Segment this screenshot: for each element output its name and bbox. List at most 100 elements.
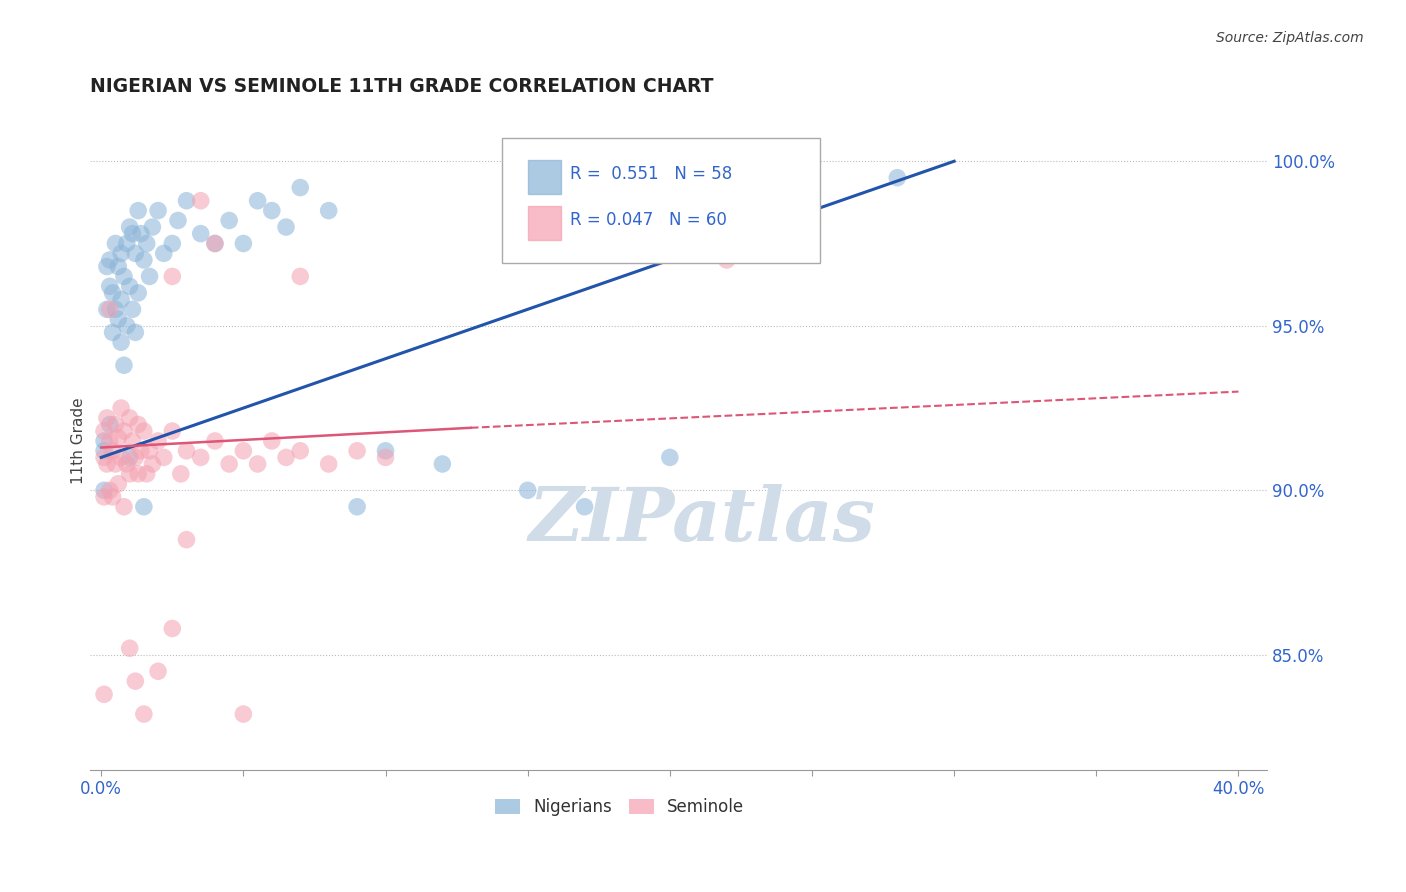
Point [115,457,138,471]
Point [124,674,146,689]
Point [801,170,824,185]
Point [246,457,269,471]
Point [96,260,118,274]
Point [260,203,283,218]
Point [132,252,155,267]
Point [138,443,160,458]
Point [101,285,124,300]
Point [110,450,132,465]
Point [204,236,226,251]
Point [96,302,118,317]
Point [274,450,297,465]
Point [115,318,138,333]
Point [98,434,121,448]
Point [318,203,340,218]
Point [290,269,312,284]
Point [98,279,121,293]
Point [346,443,368,458]
Point [110,335,132,350]
Point [127,285,149,300]
Point [190,450,212,465]
Point [112,424,135,438]
Point [127,467,149,481]
Y-axis label: 11th Grade: 11th Grade [72,398,86,484]
Bar [527,160,561,194]
Point [135,467,157,481]
Point [146,203,169,218]
Point [124,450,146,465]
Point [162,424,184,438]
FancyBboxPatch shape [502,138,820,263]
Point [290,443,312,458]
Point [141,457,163,471]
Point [112,269,135,284]
Point [118,411,141,425]
Point [107,476,129,491]
Text: R =  0.551   N = 58: R = 0.551 N = 58 [569,165,733,183]
Point [115,236,138,251]
Point [93,490,115,504]
Point [374,450,396,465]
Point [176,533,198,547]
Point [118,279,141,293]
Point [107,312,129,326]
Point [118,220,141,235]
Point [96,457,118,471]
Text: R = 0.047   N = 60: R = 0.047 N = 60 [569,211,727,229]
Point [162,622,184,636]
Point [190,194,212,208]
Point [104,417,127,432]
Point [93,450,115,465]
Point [110,246,132,260]
Text: Source: ZipAtlas.com: Source: ZipAtlas.com [1216,31,1364,45]
Point [260,434,283,448]
Point [246,194,269,208]
Point [118,467,141,481]
Point [93,483,115,498]
Point [716,252,738,267]
Point [132,424,155,438]
Point [98,417,121,432]
Point [232,707,254,722]
Point [146,665,169,679]
Text: ZIPatlas: ZIPatlas [529,483,876,557]
Point [129,227,152,241]
Point [121,302,143,317]
Point [204,236,226,251]
Point [98,483,121,498]
Point [93,443,115,458]
Point [190,227,212,241]
Point [176,443,198,458]
Point [167,213,190,227]
Point [101,443,124,458]
Point [110,401,132,415]
Point [118,450,141,465]
Point [274,220,297,235]
Point [110,293,132,307]
Point [112,500,135,514]
Point [104,302,127,317]
Point [121,227,143,241]
Point [124,326,146,340]
Point [127,417,149,432]
Point [129,443,152,458]
Point [127,203,149,218]
Point [162,269,184,284]
Point [432,457,454,471]
Point [93,424,115,438]
Point [152,450,174,465]
Point [98,252,121,267]
Point [121,434,143,448]
Point [104,236,127,251]
Point [101,490,124,504]
Point [290,180,312,194]
Point [124,246,146,260]
Point [93,687,115,701]
Point [96,411,118,425]
Point [232,443,254,458]
Text: NIGERIAN VS SEMINOLE 11TH GRADE CORRELATION CHART: NIGERIAN VS SEMINOLE 11TH GRADE CORRELAT… [90,78,713,96]
Point [170,467,193,481]
Legend: Nigerians, Seminole: Nigerians, Seminole [489,793,749,821]
Point [218,457,240,471]
Point [132,707,155,722]
